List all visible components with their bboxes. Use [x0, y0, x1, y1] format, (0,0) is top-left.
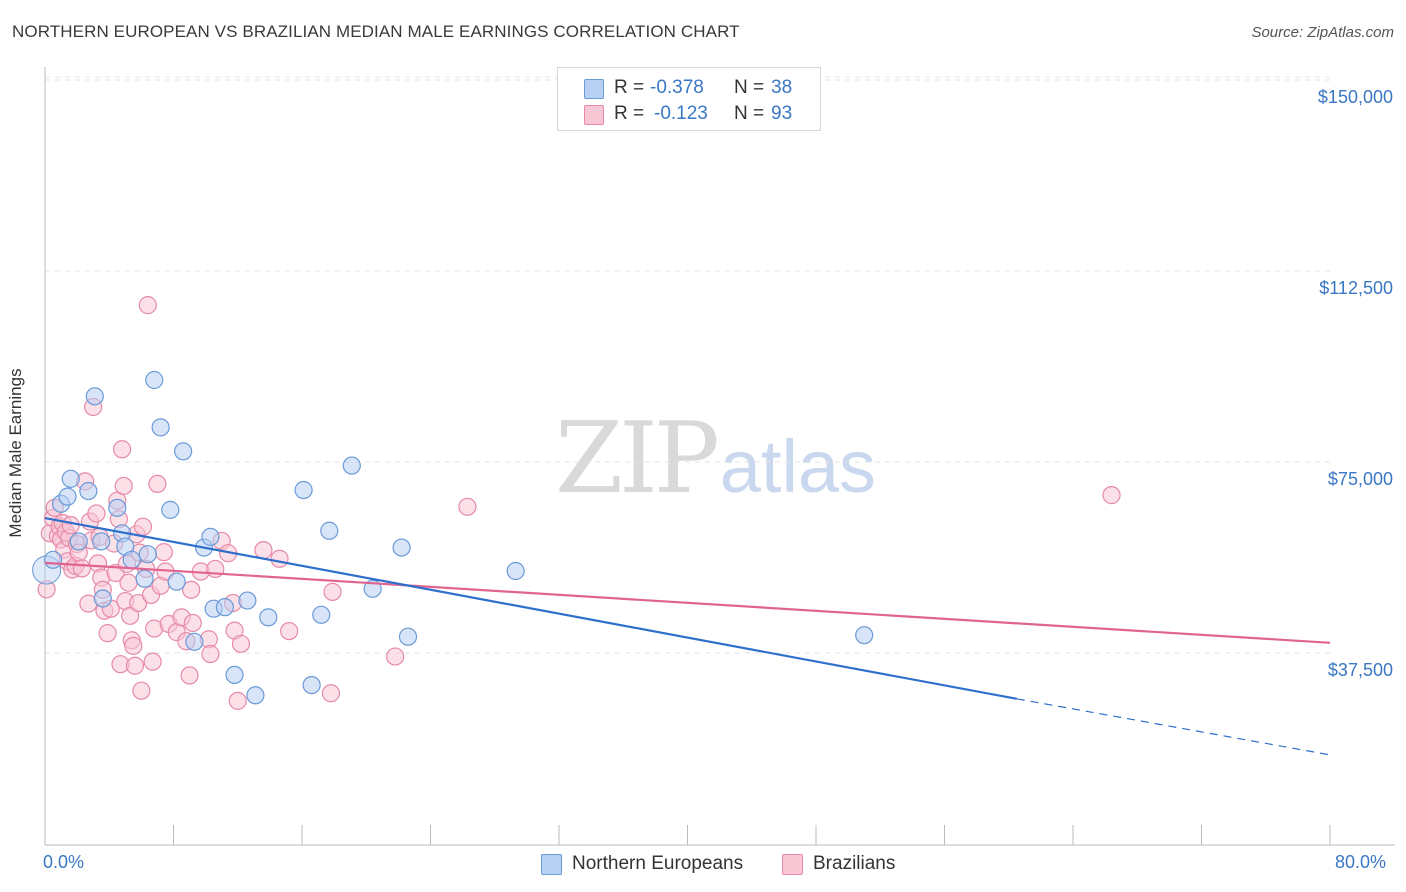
data-point — [148, 474, 167, 494]
data-point — [125, 656, 145, 675]
legend-r-value: -0.123 — [654, 103, 708, 124]
data-point — [254, 541, 273, 560]
data-point — [342, 456, 361, 475]
axes — [44, 67, 1395, 846]
data-point — [108, 498, 127, 517]
data-point — [183, 613, 202, 633]
data-point — [320, 521, 339, 540]
legend-n-label: N = — [734, 77, 765, 98]
y-tick-label: $37,500 — [1327, 660, 1393, 680]
data-point — [129, 593, 148, 613]
x-tick-label: 80.0% — [1335, 852, 1387, 872]
data-point — [132, 681, 151, 700]
data-point — [138, 545, 157, 564]
data-point — [398, 627, 418, 646]
data-point — [154, 543, 173, 562]
data-point — [92, 532, 111, 551]
legend-r-value: -0.378 — [650, 77, 704, 98]
bottom-legend-swatch-blue — [541, 854, 562, 875]
data-point — [85, 387, 104, 406]
data-point — [133, 517, 153, 536]
data-point — [61, 469, 80, 488]
data-point — [231, 634, 251, 653]
data-point — [280, 621, 299, 641]
data-point — [151, 418, 170, 437]
data-point — [270, 549, 289, 568]
bottom-legend-label: Brazilians — [813, 853, 896, 874]
data-point — [122, 550, 141, 569]
watermark-logo: ZIPatlas — [555, 402, 876, 516]
x-tick-label: 0.0% — [43, 852, 85, 872]
data-point — [323, 582, 342, 601]
data-point — [392, 538, 411, 557]
bottom-legend-swatch-pink — [782, 854, 803, 875]
data-point — [386, 647, 405, 666]
legend-n-value: 38 — [771, 77, 793, 98]
data-point — [58, 487, 77, 506]
data-point — [145, 370, 164, 390]
data-point — [1102, 486, 1121, 505]
data-point — [114, 476, 133, 496]
data-point — [321, 684, 341, 703]
data-point — [238, 591, 257, 610]
data-point — [167, 572, 186, 591]
y-tick-label: $75,000 — [1327, 469, 1393, 489]
legend-r-label: R = — [614, 77, 645, 98]
data-point — [294, 480, 313, 500]
data-point — [215, 598, 234, 617]
data-point — [69, 532, 88, 551]
data-point — [185, 632, 204, 651]
data-point — [201, 644, 220, 664]
trend-lines — [44, 516, 1331, 756]
data-point — [201, 527, 220, 546]
bottom-legend-label: Northern Europeans — [572, 853, 744, 874]
chart-title: NORTHERN EUROPEAN VS BRAZILIAN MEDIAN MA… — [12, 22, 740, 41]
data-point — [43, 550, 63, 569]
data-point — [174, 442, 193, 461]
y-axis-label: Median Male Earnings — [6, 368, 25, 538]
data-point — [119, 573, 138, 592]
data-point — [112, 440, 132, 459]
watermark-atlas: atlas — [719, 425, 877, 508]
data-point — [37, 580, 56, 599]
data-point — [135, 569, 154, 588]
data-point — [259, 608, 278, 627]
data-point — [79, 481, 98, 501]
trend-line-extension — [1016, 698, 1331, 756]
data-point — [180, 666, 199, 685]
data-point — [182, 580, 201, 599]
data-point — [246, 686, 265, 705]
data-point — [138, 296, 157, 315]
data-point — [143, 652, 162, 671]
series-northern-europeans — [32, 370, 874, 705]
trend-line-brazilians — [44, 561, 1331, 644]
grid-lines — [45, 76, 1330, 654]
legend-r-label: R = — [614, 103, 645, 124]
data-point — [98, 624, 117, 643]
data-point — [61, 516, 80, 535]
data-point — [93, 589, 112, 608]
legend-n-label: N = — [734, 103, 765, 124]
data-point — [161, 500, 180, 519]
correlation-legend: R = -0.378 N = 38 R = -0.123 N = 93 — [557, 67, 821, 131]
trend-line-northern-europeans — [44, 516, 1017, 700]
legend-n-value: 93 — [771, 103, 793, 124]
data-point — [124, 636, 143, 655]
watermark-zip: ZIP — [555, 402, 720, 516]
data-point — [312, 605, 331, 624]
data-point — [228, 691, 247, 710]
data-point — [72, 559, 92, 578]
legend-swatch-pink — [584, 105, 604, 125]
legend-swatch-blue — [584, 79, 604, 99]
data-point — [225, 665, 244, 685]
data-point — [302, 675, 321, 695]
source-label: Source: ZipAtlas.com — [1251, 24, 1394, 41]
y-tick-label: $150,000 — [1317, 87, 1393, 107]
data-point — [458, 497, 477, 516]
data-point — [855, 626, 874, 645]
data-point — [506, 561, 525, 581]
y-tick-label: $112,500 — [1319, 278, 1393, 298]
data-point — [87, 504, 106, 523]
